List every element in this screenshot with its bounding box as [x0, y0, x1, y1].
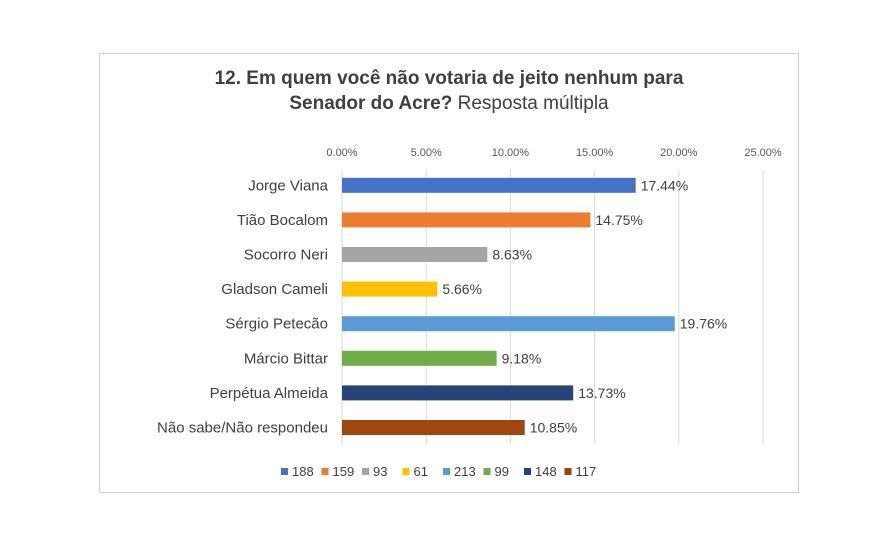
data-label: 5.66%	[442, 281, 482, 297]
x-tick-label: 5.00%	[411, 147, 442, 159]
category-label: Não sabe/Não respondeu	[157, 420, 328, 437]
x-tick-label: 10.00%	[492, 147, 530, 159]
category-label: Márcio Bittar	[244, 350, 328, 367]
legend-label: 148	[535, 464, 557, 479]
legend-swatch	[564, 468, 572, 475]
legend-swatch	[524, 468, 531, 475]
data-label: 10.85%	[530, 420, 577, 436]
bar	[342, 316, 675, 332]
legend-label: 188	[292, 464, 314, 479]
legend-label: 213	[454, 464, 476, 479]
category-label: Gladson Cameli	[221, 281, 328, 298]
title-line-1: 12. Em quem você não votaria de jeito ne…	[214, 68, 684, 89]
bar	[342, 177, 636, 193]
category-label: Socorro Neri	[244, 247, 328, 264]
data-label: 13.73%	[578, 385, 625, 401]
bar	[342, 420, 525, 435]
x-tick-label: 0.00%	[326, 147, 357, 159]
category-label: Jorge Viana	[248, 177, 328, 194]
category-label: Sérgio Petecão	[225, 316, 328, 333]
title-line-2-bold: Senador do Acre?	[289, 93, 453, 114]
x-tick-label: 25.00%	[744, 147, 782, 159]
bar	[342, 247, 488, 262]
legend-swatch	[483, 468, 491, 475]
bar	[342, 385, 574, 401]
chart-frame	[99, 53, 799, 493]
data-label: 9.18%	[502, 350, 542, 366]
legend-label: 61	[414, 464, 428, 479]
x-tick-label: 20.00%	[660, 147, 698, 159]
data-label: 19.76%	[680, 316, 727, 332]
data-label: 8.63%	[492, 247, 532, 263]
legend-label: 117	[576, 464, 597, 479]
legend-swatch	[443, 468, 450, 475]
data-label: 14.75%	[595, 212, 642, 228]
category-label: Tião Bocalom	[237, 212, 328, 229]
title-line-2-normal: Resposta múltipla	[457, 93, 609, 114]
legend-label: 99	[495, 464, 509, 479]
bar	[342, 350, 497, 366]
bar	[342, 212, 591, 228]
chart-title: 12. Em quem você não votaria de jeito ne…	[99, 66, 799, 116]
bar	[342, 281, 438, 297]
legend-swatch	[281, 468, 288, 475]
data-label: 17.44%	[641, 177, 688, 193]
legend-swatch	[402, 468, 410, 475]
legend-label: 159	[333, 464, 355, 479]
legend-label: 93	[373, 464, 387, 479]
legend-swatch	[321, 468, 329, 475]
x-tick-label: 15.00%	[576, 147, 614, 159]
category-label: Perpétua Almeida	[210, 385, 329, 402]
legend-swatch	[362, 468, 369, 475]
